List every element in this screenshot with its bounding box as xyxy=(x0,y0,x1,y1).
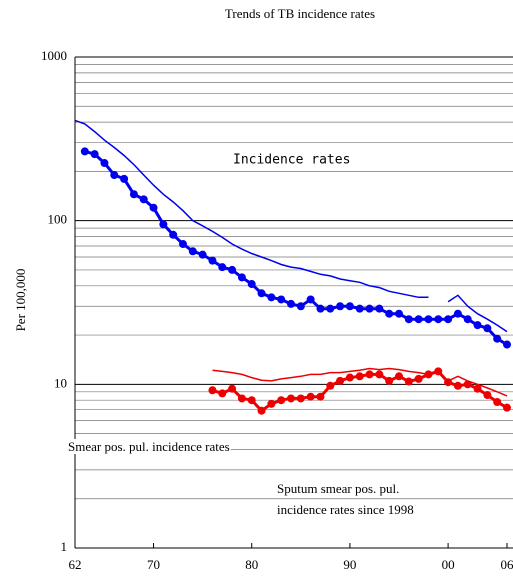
x-tick-label: 70 xyxy=(147,557,160,572)
data-point xyxy=(296,302,305,311)
data-point xyxy=(326,304,335,313)
data-point xyxy=(473,384,482,393)
y-tick-label: 1 xyxy=(61,539,68,554)
data-point xyxy=(345,373,354,382)
data-point xyxy=(237,273,246,282)
annotation: incidence rates since 1998 xyxy=(277,502,414,517)
chart-title: Trends of TB incidence rates xyxy=(225,6,375,21)
data-point xyxy=(257,289,266,298)
x-tick-label: 90 xyxy=(343,557,356,572)
data-point xyxy=(453,309,462,318)
data-point xyxy=(336,302,345,311)
x-tick-label: 80 xyxy=(245,557,258,572)
data-point xyxy=(473,321,482,330)
data-point xyxy=(208,386,217,395)
data-point xyxy=(228,384,237,393)
data-point xyxy=(306,295,315,304)
data-point xyxy=(129,190,138,199)
annotation-background xyxy=(232,152,352,168)
data-point xyxy=(503,340,511,349)
data-point xyxy=(503,403,511,412)
data-point xyxy=(395,372,403,381)
data-point xyxy=(237,394,246,403)
data-point xyxy=(316,392,325,401)
data-point xyxy=(139,195,148,204)
data-point xyxy=(424,315,433,324)
data-point xyxy=(493,334,502,343)
data-point xyxy=(287,394,295,403)
data-point xyxy=(483,391,492,400)
data-point xyxy=(316,304,325,313)
data-point xyxy=(228,265,237,274)
data-point xyxy=(169,230,178,239)
data-point xyxy=(80,147,89,156)
data-point xyxy=(414,374,423,383)
data-point xyxy=(159,220,168,229)
data-point xyxy=(120,174,129,183)
data-point xyxy=(444,378,453,387)
data-point xyxy=(414,315,423,324)
data-point xyxy=(375,370,384,379)
data-point xyxy=(267,399,276,408)
series-line xyxy=(212,367,508,397)
annotation-background xyxy=(276,501,415,517)
data-point xyxy=(434,315,443,324)
annotation: Sputum smear pos. pul. xyxy=(277,481,399,496)
data-point xyxy=(345,302,354,311)
data-point xyxy=(365,370,374,379)
data-point xyxy=(326,381,335,390)
y-tick-label: 10 xyxy=(54,375,67,390)
x-tick-label: 62 xyxy=(69,557,82,572)
data-point xyxy=(179,240,187,249)
data-point xyxy=(336,376,345,385)
data-point xyxy=(404,315,413,324)
data-point xyxy=(90,150,99,159)
data-point xyxy=(444,315,453,324)
data-point xyxy=(453,381,462,390)
data-point xyxy=(247,396,256,405)
data-point xyxy=(198,250,207,259)
data-point xyxy=(355,372,364,381)
x-tick-label: 00 xyxy=(442,557,455,572)
data-point xyxy=(434,367,443,376)
data-point xyxy=(287,299,295,308)
data-point xyxy=(257,406,266,415)
data-point xyxy=(218,389,227,398)
data-point xyxy=(463,315,472,324)
annotation: Smear pos. pul. incidence rates xyxy=(68,439,230,454)
data-point xyxy=(208,256,217,265)
data-point xyxy=(100,159,109,168)
data-point xyxy=(218,263,227,272)
data-point xyxy=(110,171,119,180)
data-point xyxy=(296,394,305,403)
data-point xyxy=(463,380,472,389)
data-point xyxy=(395,309,403,318)
annotation: Incidence rates xyxy=(233,153,350,168)
data-point xyxy=(365,304,374,313)
data-point xyxy=(188,247,197,256)
x-tick-label: 06 xyxy=(501,557,513,572)
data-point xyxy=(385,376,394,385)
data-point xyxy=(404,377,413,386)
annotation-background xyxy=(67,438,231,454)
y-tick-label: 1000 xyxy=(41,48,67,63)
series-line xyxy=(74,119,508,333)
data-point xyxy=(385,309,394,318)
data-point xyxy=(149,203,158,212)
data-point xyxy=(424,370,433,379)
data-point xyxy=(493,397,502,406)
y-tick-label: 100 xyxy=(48,212,68,227)
y-axis-label: Per 100,000 xyxy=(13,269,28,332)
data-point xyxy=(277,295,286,304)
data-point xyxy=(267,293,276,302)
data-point xyxy=(247,280,256,289)
data-point xyxy=(375,304,384,313)
annotation-background xyxy=(276,480,401,496)
data-point xyxy=(483,324,492,333)
data-point xyxy=(306,392,315,401)
data-point xyxy=(355,304,364,313)
data-point xyxy=(277,396,286,405)
